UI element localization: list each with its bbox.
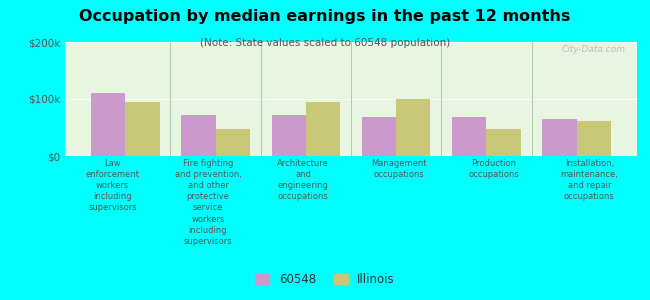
Text: (Note: State values scaled to 60548 population): (Note: State values scaled to 60548 popu… <box>200 38 450 47</box>
Bar <box>216 129 250 156</box>
Text: Production
occupations: Production occupations <box>469 159 519 179</box>
Bar <box>396 99 430 156</box>
Text: Law
enforcement
workers
including
supervisors: Law enforcement workers including superv… <box>86 159 140 212</box>
Text: Installation,
maintenance,
and repair
occupations: Installation, maintenance, and repair oc… <box>560 159 618 201</box>
Bar <box>91 93 125 156</box>
Bar <box>362 117 396 156</box>
Bar <box>125 102 160 156</box>
Bar <box>577 121 611 156</box>
Bar <box>181 115 216 156</box>
Text: Fire fighting
and prevention,
and other
protective
service
workers
including
sup: Fire fighting and prevention, and other … <box>175 159 241 246</box>
Bar <box>306 102 340 156</box>
Bar <box>272 115 306 156</box>
Text: City-Data.com: City-Data.com <box>562 45 625 54</box>
Bar <box>542 119 577 156</box>
Bar <box>486 129 521 156</box>
Bar <box>452 117 486 156</box>
Text: Occupation by median earnings in the past 12 months: Occupation by median earnings in the pas… <box>79 9 571 24</box>
Text: Management
occupations: Management occupations <box>371 159 426 179</box>
Legend: 60548, Illinois: 60548, Illinois <box>250 269 400 291</box>
Text: Architecture
and
engineering
occupations: Architecture and engineering occupations <box>278 159 330 201</box>
